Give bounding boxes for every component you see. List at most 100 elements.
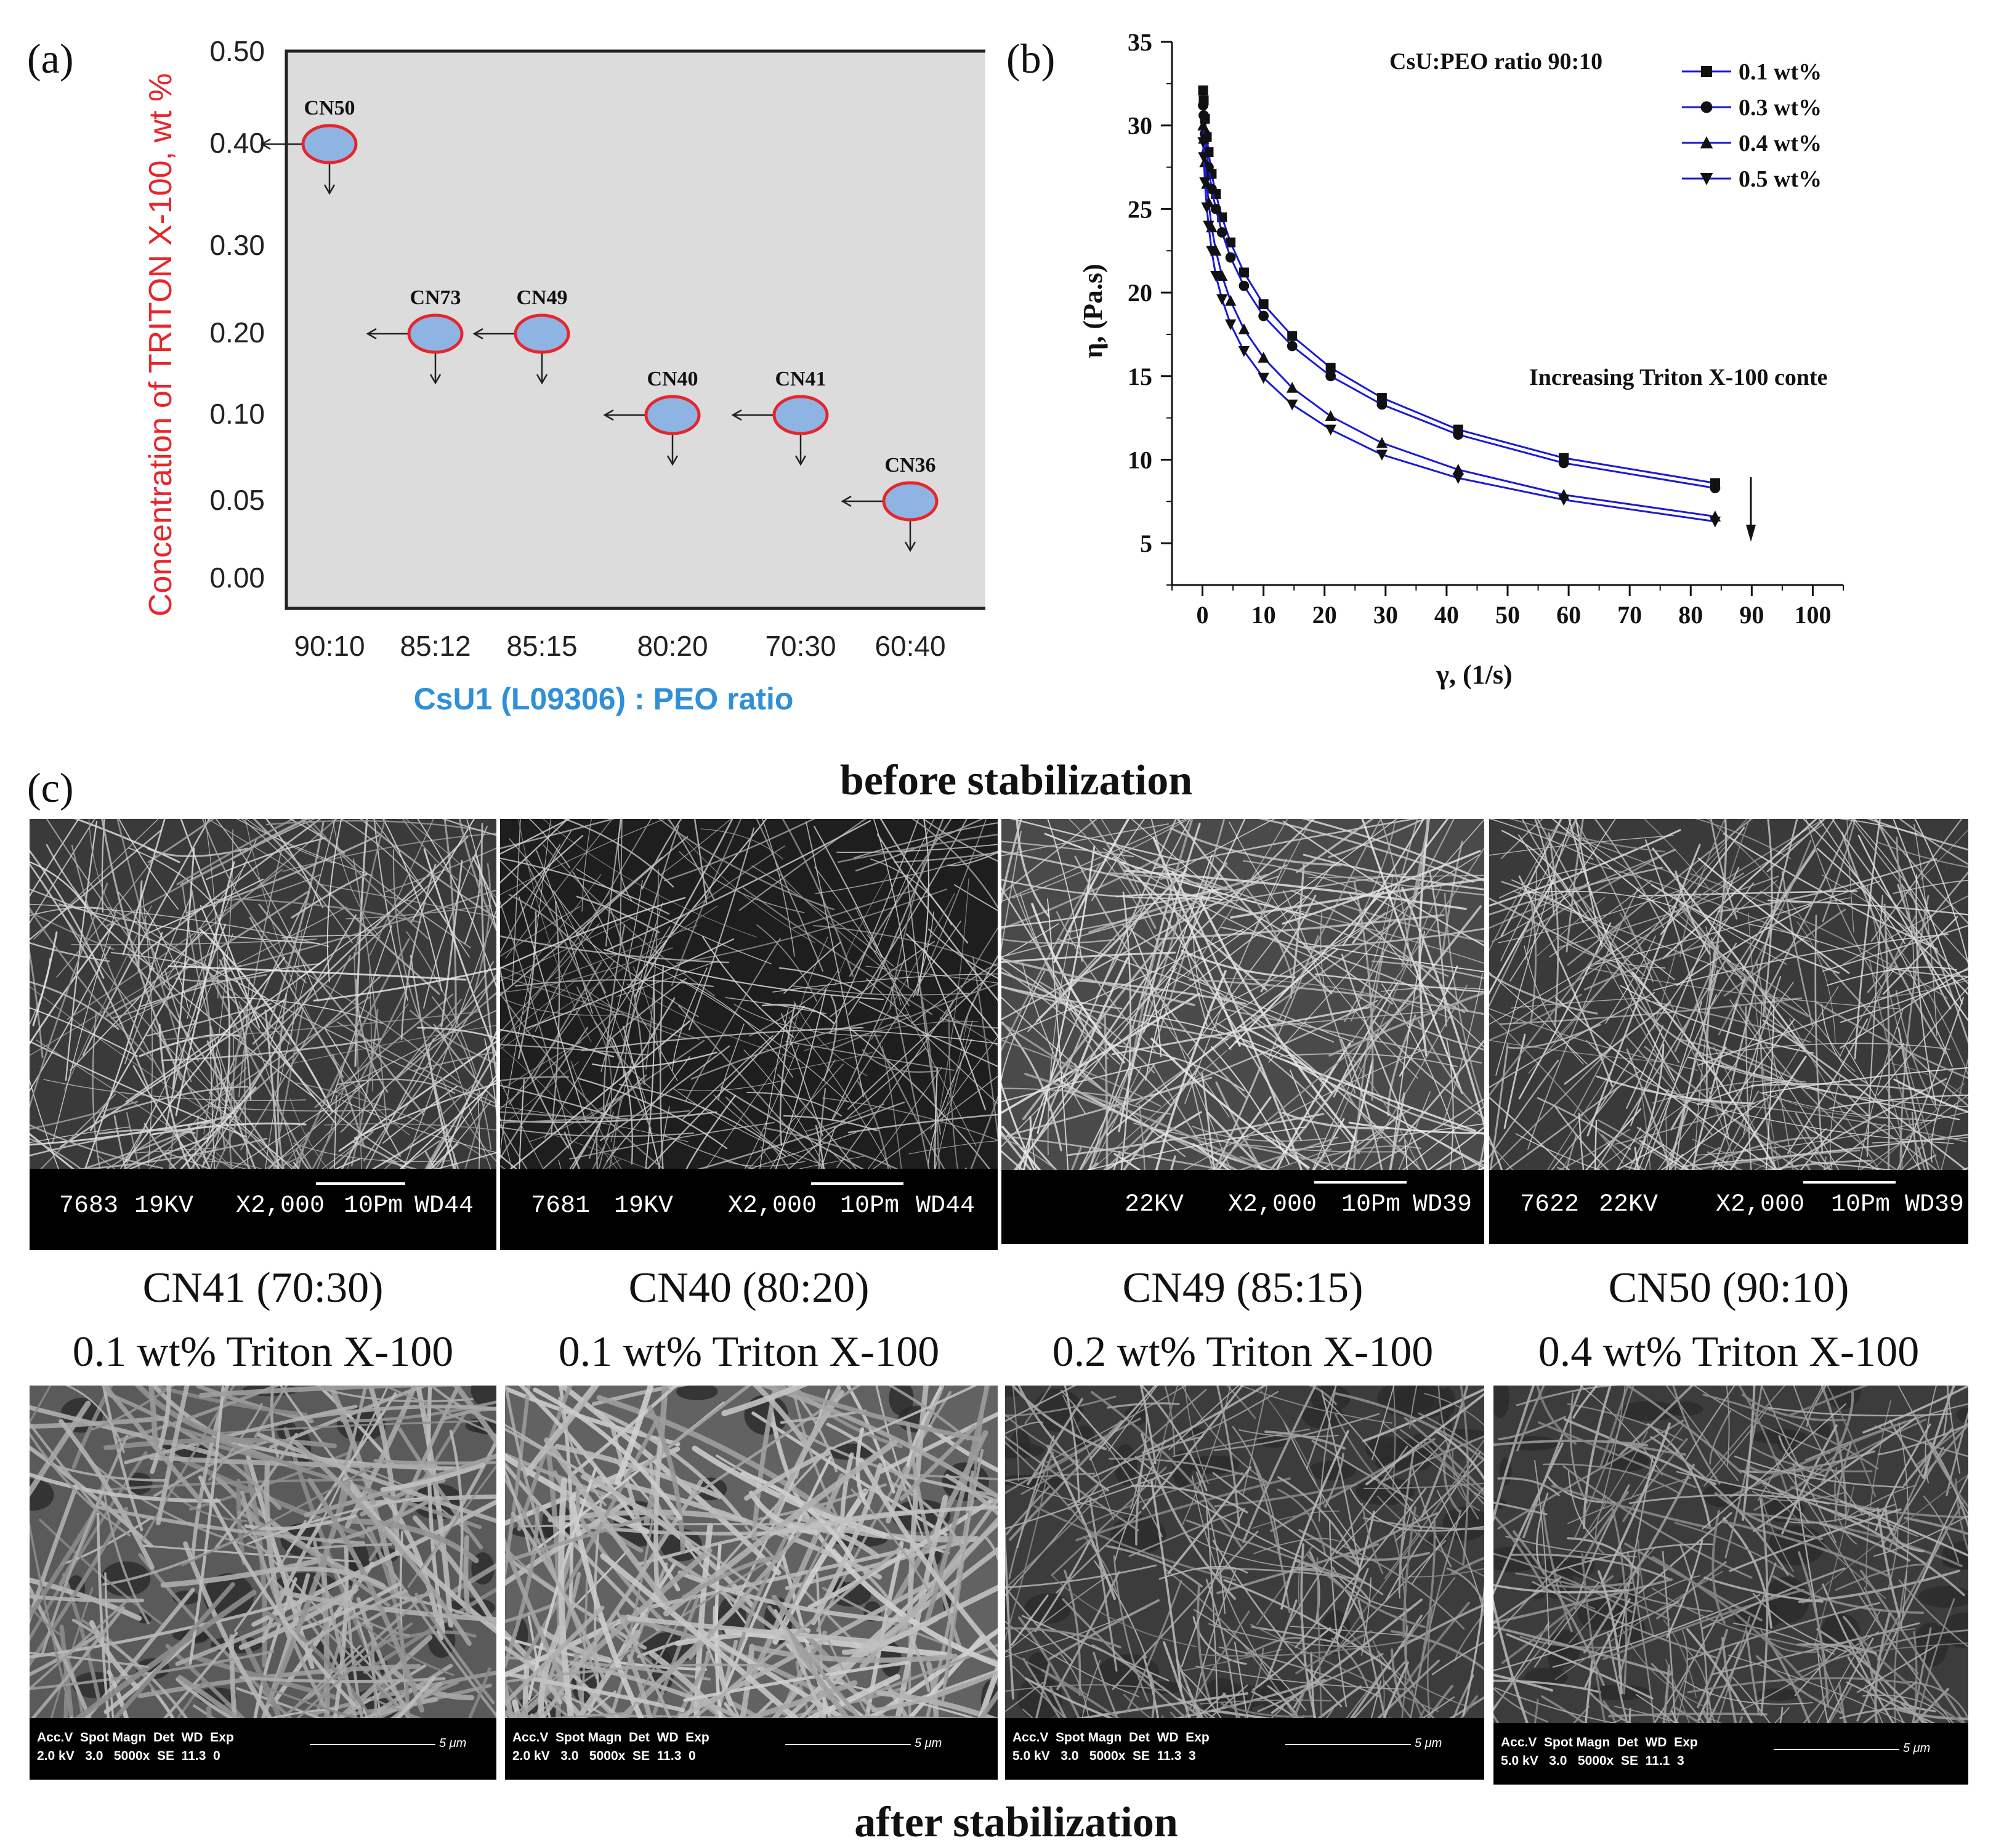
- sem-fibers: [600, 880, 643, 1072]
- sem-fibers: [879, 819, 969, 944]
- sem-fibers: [610, 1060, 632, 1142]
- sem-fibers: [103, 1494, 150, 1624]
- sem-fibers: [288, 819, 345, 854]
- sem-fibers: [1759, 1092, 1937, 1121]
- sem-fibers: [30, 829, 163, 941]
- sem-pore: [1365, 1436, 1408, 1463]
- sem-fibers: [1001, 819, 1022, 905]
- sem-fibers: [1489, 927, 1651, 1025]
- sem-fibers: [849, 1027, 998, 1181]
- sem-fibers: [1644, 819, 1709, 889]
- sem-fibers: [1295, 1630, 1373, 1674]
- sem-fibers: [163, 1011, 479, 1040]
- sem-fibers: [505, 1477, 599, 1680]
- sem-fibers: [30, 903, 329, 947]
- sem-fibers: [1822, 874, 1939, 952]
- sem-fibers: [1745, 1512, 1963, 1567]
- x-tick-label: 80:20: [637, 630, 708, 662]
- sem-fibers: [1672, 1386, 1721, 1485]
- sem-fibers: [301, 819, 471, 948]
- sem-fibers: [125, 958, 327, 1103]
- data-point: [1325, 363, 1336, 373]
- sem-fibers: [1831, 1628, 1916, 1648]
- sem-fibers: [88, 819, 116, 916]
- sem-fibers: [1489, 829, 1681, 907]
- sem-fibers: [1363, 1482, 1484, 1490]
- sem-fibers: [30, 1520, 71, 1711]
- sem-fibers: [244, 819, 296, 990]
- sem-fibers: [30, 1594, 145, 1603]
- y-tick-label: 5: [1140, 530, 1152, 557]
- sem-fibers: [865, 966, 998, 983]
- sem-fibers: [647, 1405, 685, 1554]
- y-tick-label: 0.10: [209, 398, 265, 430]
- sem-fibers: [1005, 1435, 1139, 1531]
- sem-fibers: [1586, 844, 1701, 1137]
- sem-fibers: [1567, 1403, 1684, 1442]
- sem-fibers: [1005, 1621, 1139, 1697]
- caption-cn50: CN50 (90:10) 0.4 wt% Triton X-100: [1489, 1256, 1968, 1384]
- sem-fibers: [1493, 1552, 1633, 1613]
- sem-fibers: [1711, 1510, 1726, 1624]
- sem-fibers: [862, 1049, 939, 1073]
- caption-cn40: CN40 (80:20) 0.1 wt% Triton X-100: [500, 1256, 998, 1384]
- sem-fibers: [846, 1386, 895, 1494]
- sem-fibers: [500, 834, 584, 908]
- sem-pore: [101, 1561, 151, 1597]
- sem-fibers: [1721, 1520, 1891, 1578]
- sem-fibers: [1001, 819, 1187, 903]
- sem-fibers: [324, 1123, 496, 1131]
- sem-fibers: [1191, 1125, 1326, 1142]
- sem-params-header: Acc.V Spot Magn Det WD Exp: [512, 1730, 709, 1745]
- sem-fibers: [500, 819, 570, 855]
- sem-fibers: [1320, 912, 1333, 1020]
- sem-fibers: [1437, 1490, 1484, 1616]
- sem-fibers: [1324, 1059, 1374, 1244]
- sem-fibers: [1826, 1386, 1877, 1498]
- data-point: [1258, 299, 1269, 310]
- arrow-head: [731, 409, 742, 421]
- sem-pore: [1618, 1401, 1678, 1421]
- sem-fibers: [653, 1436, 663, 1602]
- sem-fibers: [1760, 1498, 1769, 1716]
- sem-fibers: [530, 831, 572, 909]
- sem-fibers: [701, 935, 794, 1038]
- x-axis-label-b: γ, (1/s): [1436, 660, 1512, 690]
- sem-fibers: [1264, 1430, 1346, 1450]
- sem-fibers: [1328, 991, 1484, 1057]
- sem-fibers: [1027, 1398, 1083, 1485]
- sem-fibers: [230, 819, 309, 860]
- sem-fibers: [1215, 1022, 1360, 1155]
- sem-fibers: [1151, 1390, 1279, 1453]
- data-point: [1325, 371, 1336, 382]
- sem-fibers: [1820, 1390, 1854, 1484]
- sem-info-bar: 7622 22KV X2,000 10Pm WD39: [1489, 1170, 1968, 1244]
- sem-fibers: [1840, 966, 1968, 1049]
- sem-fibers: [1588, 882, 1755, 1125]
- sem-fibers: [1195, 1666, 1406, 1690]
- x-tick-label: 70:30: [765, 630, 836, 662]
- sem-fibers: [1601, 1386, 1626, 1504]
- sem-fibers: [751, 1008, 789, 1250]
- sem-fibers: [1091, 819, 1145, 901]
- sem-fibers: [523, 1420, 658, 1660]
- sem-fibers: [1001, 958, 1195, 1006]
- sem-fibers: [1851, 819, 1968, 963]
- sem-fibers: [1049, 895, 1308, 1099]
- sem-fibers: [1839, 966, 1897, 1058]
- sem-fibers: [187, 834, 380, 914]
- sem-fibers: [241, 819, 353, 943]
- data-point: [1701, 66, 1712, 77]
- data-point: [1238, 280, 1250, 291]
- arrow-head: [841, 495, 852, 507]
- sem-fibers: [680, 979, 793, 1078]
- sem-fibers: [940, 1017, 968, 1124]
- legend-label: 0.5 wt%: [1739, 166, 1822, 192]
- x-tick-label: 80: [1678, 601, 1703, 629]
- x-tick-label: 85:12: [400, 630, 471, 662]
- sem-fibers: [1020, 1459, 1080, 1495]
- sem-fibers: [1489, 972, 1588, 1065]
- sem-fibers: [1594, 1495, 1607, 1554]
- x-tick-label: 90:10: [294, 630, 365, 662]
- sem-fibers: [1416, 1517, 1436, 1683]
